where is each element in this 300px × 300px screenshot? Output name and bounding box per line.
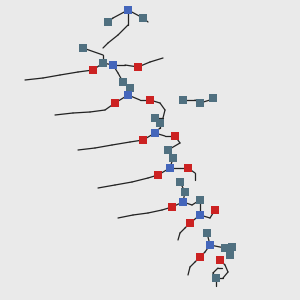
Bar	[203, 229, 211, 237]
Bar	[124, 6, 132, 14]
Bar	[212, 274, 220, 282]
Bar	[119, 78, 127, 86]
Bar	[228, 243, 236, 251]
Bar	[139, 14, 147, 22]
Bar	[168, 203, 176, 211]
Bar	[196, 253, 204, 261]
Bar	[181, 188, 189, 196]
Bar	[211, 206, 219, 214]
Bar	[184, 164, 192, 172]
Bar	[164, 146, 172, 154]
Bar	[186, 219, 194, 227]
Bar	[196, 196, 204, 204]
Bar	[111, 99, 119, 107]
Bar	[134, 63, 142, 71]
Bar	[151, 114, 159, 122]
Bar	[151, 129, 159, 137]
Bar	[146, 96, 154, 104]
Bar	[176, 178, 184, 186]
Bar	[179, 96, 187, 104]
Bar	[216, 256, 224, 264]
Bar	[196, 211, 204, 219]
Bar	[169, 154, 177, 162]
Bar	[196, 99, 204, 107]
Bar	[221, 244, 229, 252]
Bar	[171, 132, 179, 140]
Bar	[124, 91, 132, 99]
Bar	[156, 119, 164, 127]
Bar	[79, 44, 87, 52]
Bar	[206, 241, 214, 249]
Bar	[104, 18, 112, 26]
Bar	[99, 59, 107, 67]
Bar	[89, 66, 97, 74]
Bar	[209, 94, 217, 102]
Bar	[154, 171, 162, 179]
Bar	[166, 164, 174, 172]
Bar	[139, 136, 147, 144]
Bar	[126, 84, 134, 92]
Bar	[226, 251, 234, 259]
Bar	[179, 198, 187, 206]
Bar	[109, 61, 117, 69]
